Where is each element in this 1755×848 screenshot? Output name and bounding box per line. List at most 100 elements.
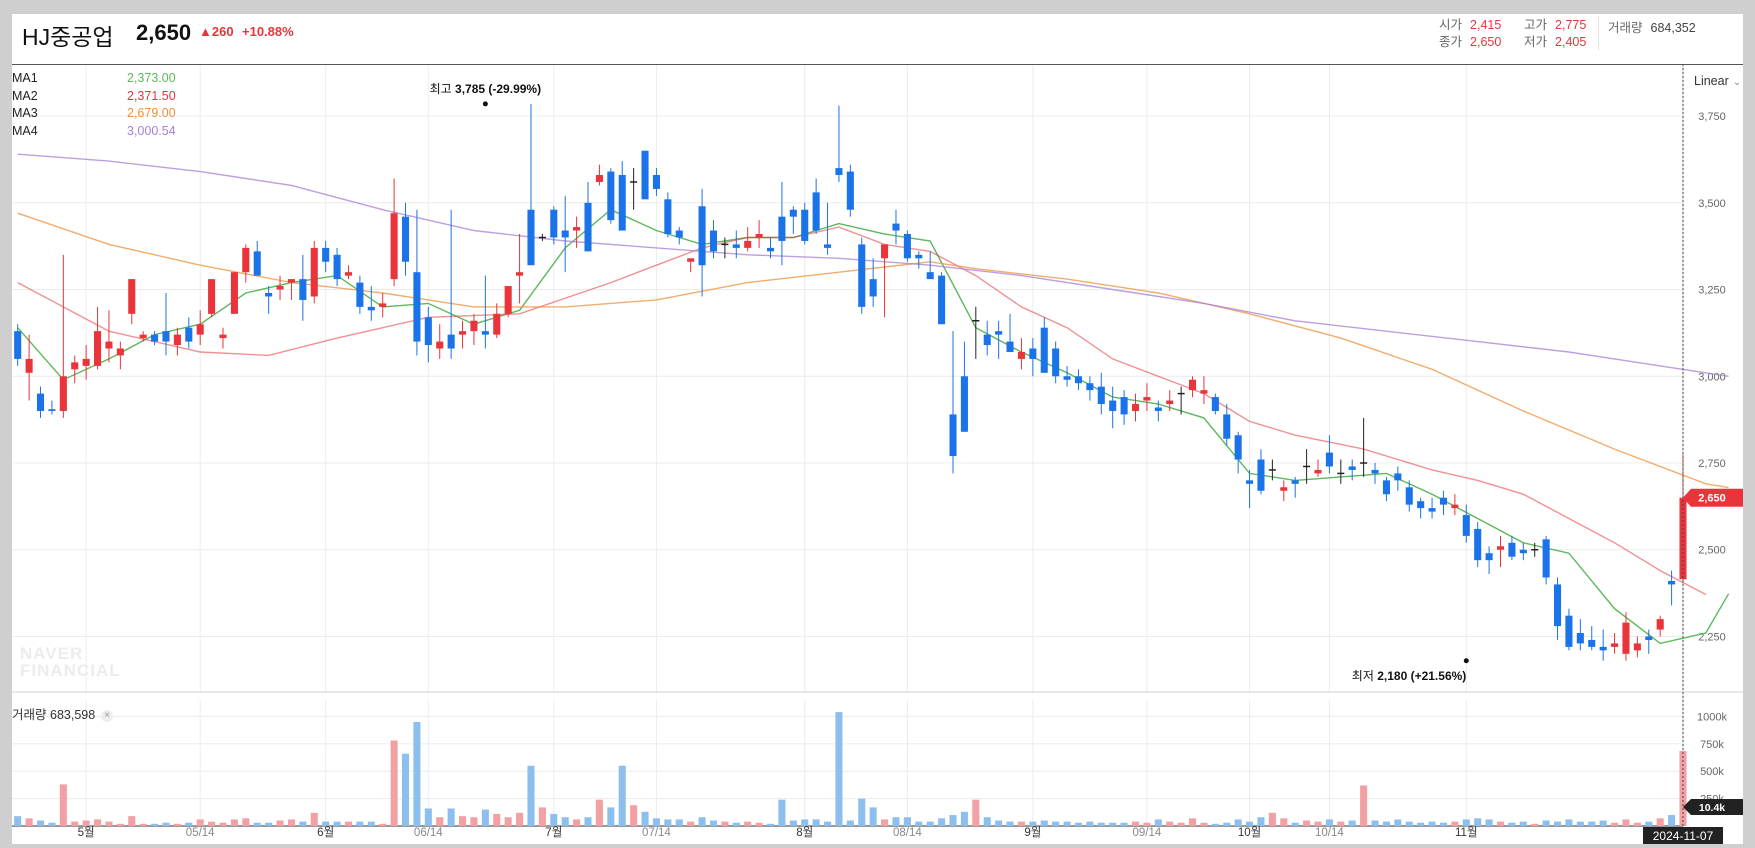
candle-body[interactable] [413, 272, 421, 342]
volume-bar[interactable] [287, 819, 295, 826]
candle-body[interactable] [265, 292, 273, 297]
volume-bar[interactable] [59, 784, 67, 826]
candle-body[interactable] [1074, 376, 1083, 384]
volume-bar[interactable] [1120, 822, 1128, 826]
volume-bar[interactable] [732, 822, 740, 826]
volume-bar[interactable] [1303, 820, 1311, 826]
candle-body[interactable] [1029, 348, 1037, 359]
volume-bar[interactable] [14, 816, 22, 826]
volume-bar[interactable] [1542, 820, 1550, 826]
candle-body[interactable] [1234, 435, 1242, 460]
candle-body[interactable] [698, 206, 706, 266]
candle-body[interactable] [242, 247, 250, 273]
volume-bar[interactable] [1337, 821, 1345, 826]
candle-body[interactable] [561, 230, 569, 238]
volume-bar[interactable] [48, 822, 56, 826]
candle-body[interactable] [219, 334, 227, 339]
candle-body[interactable] [493, 313, 501, 335]
candle-body[interactable] [778, 216, 786, 241]
candle-body[interactable] [995, 331, 1003, 335]
candle-body[interactable] [390, 213, 398, 280]
candle-body[interactable] [1474, 528, 1482, 561]
candle-body[interactable] [82, 358, 90, 366]
volume-bar[interactable] [1063, 821, 1071, 826]
volume-bar[interactable] [356, 821, 364, 826]
volume-bar[interactable] [151, 823, 159, 826]
candle-body[interactable] [208, 279, 216, 314]
candle-body[interactable] [766, 247, 775, 252]
volume-bar[interactable] [401, 753, 410, 826]
candle-body[interactable] [1382, 480, 1390, 495]
scale-mode-dropdown[interactable]: Linear ⌄ [1694, 74, 1742, 88]
volume-bar[interactable] [561, 817, 569, 826]
volume-bar[interactable] [1417, 822, 1425, 826]
volume-bar[interactable] [1052, 821, 1060, 826]
candle-body[interactable] [835, 168, 843, 176]
volume-bar[interactable] [436, 817, 444, 826]
volume-bar[interactable] [1394, 819, 1402, 826]
volume-bar[interactable] [1439, 822, 1448, 826]
candle-body[interactable] [1588, 639, 1596, 647]
candle-body[interactable] [938, 275, 946, 325]
candle-body[interactable] [1211, 397, 1219, 411]
volume-bar[interactable] [1291, 822, 1299, 826]
candle-body[interactable] [504, 286, 512, 314]
volume-bar[interactable] [1143, 822, 1151, 826]
volume-bar[interactable] [766, 823, 775, 826]
volume-bar[interactable] [82, 820, 90, 826]
volume-bar[interactable] [584, 817, 592, 826]
candle-body[interactable] [1348, 466, 1356, 470]
candle-body[interactable] [652, 175, 660, 189]
candle-body[interactable] [299, 279, 307, 300]
volume-bar[interactable] [1086, 821, 1094, 826]
candle-body[interactable] [14, 331, 22, 359]
candle-body[interactable] [709, 230, 718, 252]
candle-body[interactable] [1496, 546, 1505, 550]
candle-body[interactable] [1542, 539, 1550, 578]
candle-body[interactable] [1006, 341, 1014, 352]
volume-bar[interactable] [1325, 819, 1333, 826]
volume-bar[interactable] [892, 817, 900, 826]
candle-body[interactable] [789, 209, 797, 217]
volume-bar[interactable] [413, 721, 421, 826]
candle-body[interactable] [1519, 549, 1527, 554]
volume-bar[interactable] [1485, 819, 1493, 826]
volume-bar[interactable] [25, 818, 33, 826]
candle-body[interactable] [869, 279, 877, 297]
volume-bar[interactable] [1097, 822, 1105, 826]
candle-body[interactable] [1394, 473, 1402, 481]
volume-bar[interactable] [972, 799, 980, 826]
volume-bar[interactable] [983, 817, 991, 826]
candle-body[interactable] [367, 306, 375, 311]
volume-bar[interactable] [721, 821, 729, 826]
candle-body[interactable] [824, 244, 832, 248]
candle-body[interactable] [1291, 480, 1299, 484]
volume-bar[interactable] [938, 818, 946, 826]
candle-body[interactable] [185, 327, 193, 342]
candle-body[interactable] [1109, 400, 1117, 411]
candle-body[interactable] [287, 279, 295, 283]
candle-body[interactable] [892, 223, 900, 231]
volume-bar[interactable] [1040, 820, 1048, 826]
candle-body[interactable] [1154, 407, 1162, 411]
candle-body[interactable] [1188, 379, 1197, 391]
candle-body[interactable] [675, 230, 683, 238]
volume-bar[interactable] [1599, 820, 1607, 826]
candle-body[interactable] [903, 234, 911, 259]
volume-bar[interactable] [1188, 818, 1197, 826]
volume-bar[interactable] [424, 808, 432, 826]
volume-bar[interactable] [310, 812, 318, 826]
candle-body[interactable] [48, 409, 56, 411]
candle-body[interactable] [755, 234, 763, 238]
volume-bar[interactable] [881, 819, 889, 826]
ma2-legend[interactable]: MA2 2,371.50 [12, 88, 176, 103]
candle-body[interactable] [1040, 327, 1048, 373]
candle-body[interactable] [162, 331, 170, 342]
volume-bar[interactable] [812, 819, 820, 826]
candle-body[interactable] [618, 175, 626, 231]
volume-bar[interactable] [1371, 820, 1379, 826]
volume-bar[interactable] [105, 821, 113, 826]
candle-body[interactable] [732, 244, 740, 248]
candle-body[interactable] [1314, 469, 1322, 474]
